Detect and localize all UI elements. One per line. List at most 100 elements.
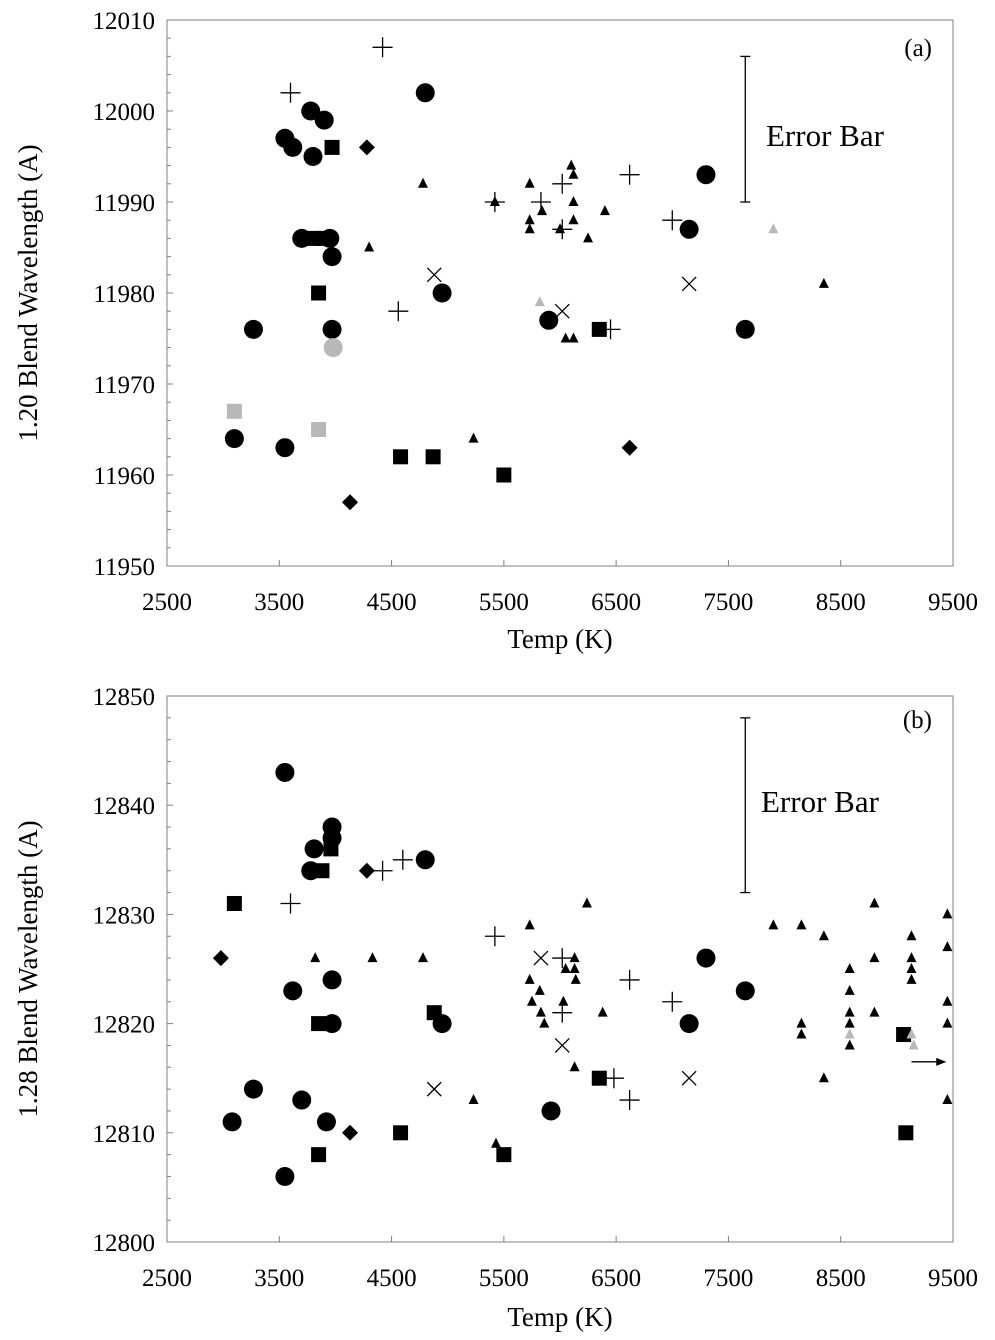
x-tick-label: 6500 [591,1265,641,1292]
data-point-triangle [768,919,779,930]
arrow-head [936,1057,947,1066]
data-point-triangle [570,973,581,984]
data-point-diamond [358,139,375,156]
data-point-circle [314,110,334,130]
data-point-triangle [869,897,880,908]
data-point-plus [552,948,573,969]
data-point-square [324,139,340,155]
data-point-plus [619,164,640,185]
data-point-triangle [906,1028,917,1039]
data-point-triangle [569,952,580,963]
data-point-square [591,1070,607,1086]
y-axis-title-b: 1.28 Blend Wavelength (A) [13,820,43,1117]
data-point-diamond [342,494,359,511]
data-point-circle [275,762,295,782]
data-point-triangle [844,1039,855,1050]
x-tick-label: 9500 [928,589,978,616]
data-point-plus [600,319,621,340]
y-tick-label: 12010 [93,8,156,35]
data-point-circle [301,101,321,121]
x-tick-label: 5500 [479,1265,529,1292]
data-point-cross [681,1070,697,1086]
x-axis-title-a: Temp (K) [507,624,612,654]
data-point-triangle [418,952,429,963]
data-point-triangle [906,930,917,941]
data-point-circle [323,338,343,358]
data-point-triangle [942,941,953,952]
data-point-square [311,1147,327,1163]
data-point-plus [552,173,573,194]
data-point-triangle [555,223,565,234]
data-point-circle [292,1090,312,1110]
data-point-circle [696,948,716,968]
panel-label-b: (b) [903,707,932,734]
y-tick-label: 11980 [93,281,155,308]
y-tick-label: 12810 [93,1121,156,1148]
panel-label-a: (a) [904,35,932,62]
data-point-diamond [212,950,229,967]
data-point-plus [603,1068,624,1089]
data-point-circle [322,970,342,990]
plot-frame-a [166,19,954,567]
y-tick-label: 11990 [93,190,155,217]
x-tick-label: 4500 [367,589,417,616]
data-point-triangle [818,930,829,941]
y-tick-label: 11960 [93,463,155,490]
data-point-triangle [869,1006,880,1017]
data-point-triangle [569,1061,580,1072]
data-point-triangle [524,177,535,188]
y-tick-label: 12850 [93,684,156,711]
data-point-triangle [535,1006,546,1017]
data-point-triangle [468,432,479,443]
data-point-triangle [796,919,807,930]
data-point-cross [554,303,570,319]
data-point-triangle [569,963,580,973]
data-point-triangle [367,952,378,963]
data-point-triangle [942,995,953,1006]
error-bar-label-b: Error Bar [761,784,880,819]
data-point-triangle [568,214,579,225]
data-point-square [314,863,330,879]
x-tick-label: 2500 [142,1265,192,1292]
marks-b [212,717,953,1186]
data-point-circle [415,850,435,870]
data-point-circle [303,147,323,166]
data-point-diamond [621,439,638,456]
data-point-triangle [537,205,548,216]
data-point-circle [275,1166,295,1186]
x-tick-label: 2500 [142,589,192,616]
data-point-plus [662,991,683,1012]
data-point-triangle [568,332,579,343]
data-point-plus [484,926,505,947]
data-point-circle [224,429,244,449]
data-point-triangle [560,963,571,973]
data-point-plus [662,210,683,231]
data-point-triangle [597,1006,608,1017]
data-point-triangle [524,214,535,225]
data-point-triangle [524,973,535,984]
y-tick-label: 12830 [93,902,156,929]
data-point-circle [322,319,342,339]
y-tick-label: 12820 [93,1012,156,1039]
data-point-circle [735,319,755,339]
data-point-triangle [942,908,953,919]
data-point-triangle [768,223,779,234]
data-point-square [314,230,330,246]
x-tick-label: 5500 [479,589,529,616]
data-point-triangle [844,963,855,973]
data-point-square [323,841,339,857]
data-point-triangle [364,241,375,252]
data-point-square [496,1147,512,1163]
data-point-triangle [568,196,579,206]
data-point-triangle [906,952,917,963]
data-point-triangle [534,984,545,995]
data-point-diamond [358,862,375,879]
data-point-square [226,895,242,911]
data-point-triangle [844,1017,855,1028]
data-point-square [311,285,327,301]
data-point-square [591,321,607,337]
data-point-square [393,1125,409,1141]
data-point-triangle [568,168,579,179]
data-point-circle [322,1014,342,1034]
